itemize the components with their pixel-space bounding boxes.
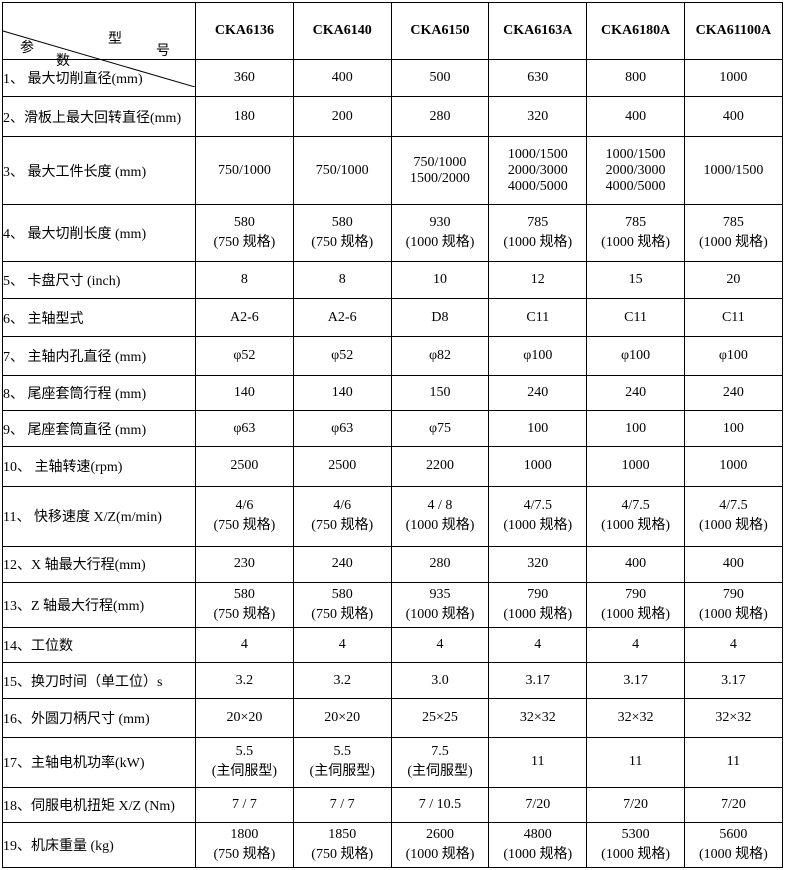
svg-text:数: 数: [56, 53, 70, 69]
svg-text:参: 参: [20, 39, 34, 56]
svg-text:号: 号: [156, 44, 170, 59]
svg-text:型: 型: [108, 31, 122, 47]
